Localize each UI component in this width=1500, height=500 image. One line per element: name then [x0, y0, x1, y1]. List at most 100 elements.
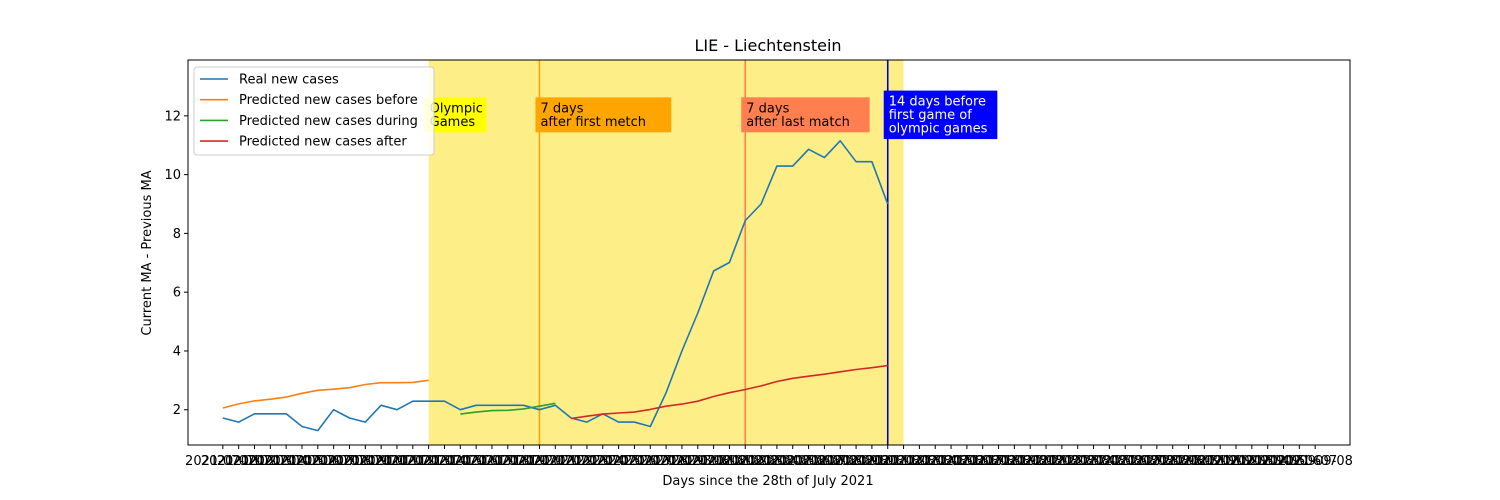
legend-label-1: Real new cases — [239, 73, 339, 88]
x-tick-label: 2021-08-31 — [1151, 454, 1227, 469]
x-tick-label: 2021-07-18 — [454, 454, 530, 469]
series-line-1 — [222, 140, 889, 432]
x-tick-label: 2021-08-08 — [787, 454, 863, 469]
x-tick-label: 2021-07-17 — [438, 454, 514, 469]
x-tick-label: 2021-07-13 — [375, 454, 451, 469]
x-tick-label: 2021-07-03 — [217, 454, 293, 469]
y-tick-label: 8 — [173, 227, 181, 242]
x-tick-label: 2021-07-21 — [502, 454, 578, 469]
x-tick-label: 2021-07-31 — [660, 454, 736, 469]
x-tick-label: 2021-09-06 — [1246, 454, 1322, 469]
x-tick-label: 2021-09-01 — [1167, 454, 1243, 469]
x-tick-label: 2021-07-24 — [549, 454, 625, 469]
series-line-4 — [570, 364, 888, 420]
x-tick-label: 2021-09-02 — [1182, 454, 1258, 469]
x-tick-label: 2021-08-27 — [1087, 454, 1163, 469]
y-tick-label: 10 — [164, 168, 181, 183]
x-tick-label: 2021-09-05 — [1230, 454, 1306, 469]
y-axis-label: Current MA - Previous MA — [140, 170, 155, 335]
x-tick-label: 2021-08-01 — [676, 454, 752, 469]
x-tick-label: 2021-07-26 — [581, 454, 657, 469]
x-tick-label: 2021-08-05 — [739, 454, 815, 469]
legend-label-4: Predicted new cases after — [239, 135, 407, 150]
x-tick-label: 2021-07-12 — [359, 454, 435, 469]
x-tick-label: 2021-08-12 — [850, 454, 926, 469]
x-tick-label: 2021-09-07 — [1262, 454, 1338, 469]
x-tick-label: 2021-08-06 — [755, 454, 831, 469]
x-tick-label: 2021-07-27 — [597, 454, 673, 469]
x-tick-label: 2021-08-03 — [707, 454, 783, 469]
x-tick-label: 2021-08-18 — [945, 454, 1021, 469]
annotation-box — [424, 97, 487, 133]
x-axis-label: Days since the 28th of July 2021 — [662, 474, 873, 489]
x-tick-label: 2021-08-02 — [692, 454, 768, 469]
x-tick-label: 2021-08-04 — [723, 454, 799, 469]
x-tick-label: 2021-07-30 — [644, 454, 720, 469]
annotation-text: after first metch — [540, 115, 646, 130]
x-tick-label: 2021-08-26 — [1072, 454, 1148, 469]
x-tick-label: 2021-08-29 — [1119, 454, 1195, 469]
x-tick-label: 2021-07-19 — [470, 454, 546, 469]
x-tick-label: 2021-08-19 — [961, 454, 1037, 469]
legend-label-3: Predicted new cases during — [239, 114, 418, 129]
x-tick-label: 2021-07-29 — [628, 454, 704, 469]
x-tick-label: 2021-07-05 — [248, 454, 324, 469]
x-tick-label: 2021-07-16 — [423, 454, 499, 469]
x-tick-label: 2021-09-04 — [1214, 454, 1290, 469]
x-tick-label: 2021-08-07 — [771, 454, 847, 469]
x-tick-label: 2021-07-15 — [407, 454, 483, 469]
plot-area: 246810122021-07-012021-07-022021-07-0320… — [164, 59, 1353, 469]
x-tick-label: 2021-08-11 — [834, 454, 910, 469]
annotation-text: 7 days — [540, 101, 583, 116]
x-tick-label: 2021-08-15 — [897, 454, 973, 469]
annotation-text: first game of — [889, 108, 973, 123]
annotation-box — [883, 90, 998, 140]
legend-frame — [193, 66, 435, 156]
x-tick-label: 2021-08-28 — [1103, 454, 1179, 469]
x-tick-label: 2021-07-02 — [201, 454, 277, 469]
x-tick-label: 2021-07-01 — [185, 454, 261, 469]
legend: Real new cases Predicted new cases before… — [193, 66, 435, 156]
x-tick-label: 2021-07-23 — [533, 454, 609, 469]
x-tick-label: 2021-08-23 — [1024, 454, 1100, 469]
legend-label-2: Predicted new cases before — [239, 93, 418, 108]
x-tick-label: 2021-07-04 — [233, 454, 309, 469]
x-tick-label: 2021-08-20 — [977, 454, 1053, 469]
x-tick-label: 2021-08-10 — [818, 454, 894, 469]
annotation-text: Games — [430, 115, 476, 130]
series-line-2 — [222, 379, 429, 409]
x-tick-label: 2021-07-08 — [296, 454, 372, 469]
x-tick-label: 2021-08-16 — [913, 454, 989, 469]
x-tick-label: 2021-08-30 — [1135, 454, 1211, 469]
x-tick-label: 2021-07-28 — [612, 454, 688, 469]
plot-frame — [187, 59, 1351, 446]
chart-title: LIE - Liechtenstein — [694, 36, 841, 55]
annotation-text: olympic games — [889, 122, 988, 137]
x-tick-label: 2021-08-09 — [802, 454, 878, 469]
x-tick-label: 2021-07-14 — [391, 454, 467, 469]
x-tick-label: 2021-07-07 — [280, 454, 356, 469]
x-tick-label: 2021-08-24 — [1040, 454, 1116, 469]
x-tick-label: 2021-07-25 — [565, 454, 641, 469]
x-tick-label: 2021-08-21 — [992, 454, 1068, 469]
series-line-3 — [460, 402, 556, 415]
x-tick-label: 2021-07-20 — [486, 454, 562, 469]
annotation-text: after last match — [746, 115, 850, 130]
x-tick-label: 2021-08-25 — [1056, 454, 1132, 469]
annotation-box — [535, 97, 672, 133]
x-tick-label: 2021-08-17 — [929, 454, 1005, 469]
x-tick-label: 2021-07-10 — [328, 454, 404, 469]
annotation-text: Olympic — [430, 101, 483, 116]
annotation-text: 7 days — [746, 101, 789, 116]
y-tick-label: 2 — [173, 403, 181, 418]
y-tick-label: 6 — [173, 286, 181, 301]
x-tick-label: 2021-08-14 — [882, 454, 958, 469]
x-tick-label: 2021-07-11 — [343, 454, 419, 469]
y-tick-label: 4 — [173, 344, 181, 359]
x-tick-label: 2021-07-22 — [517, 454, 593, 469]
x-tick-label: 2021-08-13 — [866, 454, 942, 469]
